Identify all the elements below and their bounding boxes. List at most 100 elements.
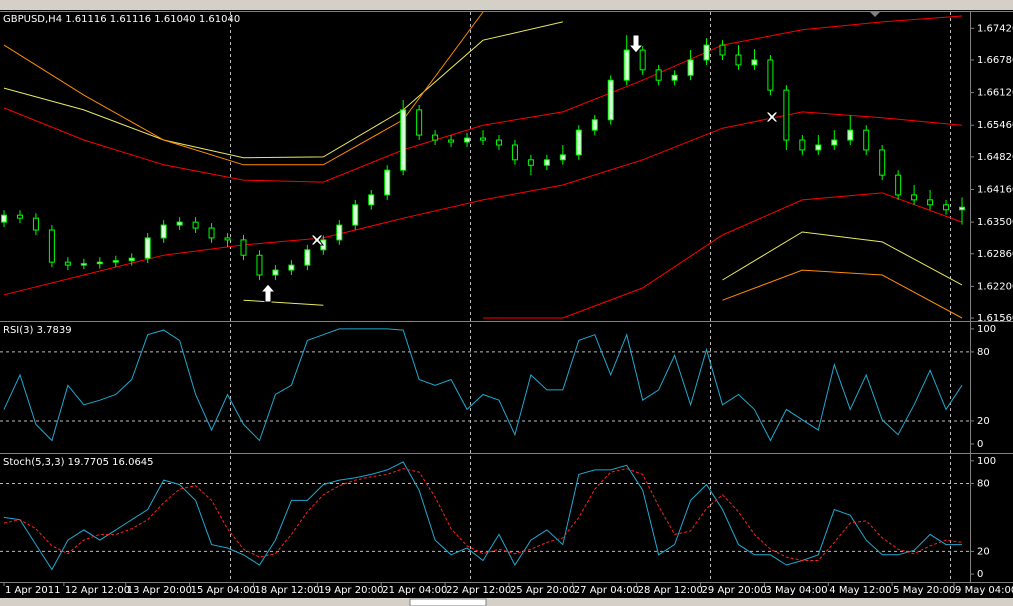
- band-line: [483, 192, 963, 319]
- candle-body: [160, 224, 167, 239]
- x-tick-label: 12 Apr 12:00: [65, 585, 130, 596]
- candle-body: [400, 109, 407, 171]
- active-tab[interactable]: [409, 598, 487, 606]
- band-line: [3, 15, 963, 183]
- candle-body: [240, 239, 247, 256]
- candle-body: [863, 129, 870, 151]
- indicator-title: Stoch(5,3,3) 19.7705 16.0645: [3, 457, 154, 468]
- candle-body: [464, 137, 471, 143]
- candle-body: [208, 227, 215, 239]
- x-tick-label: 25 Apr 20:00: [510, 585, 575, 596]
- signal-markers: [259, 34, 780, 303]
- candle-body: [575, 129, 582, 156]
- candle-body: [879, 149, 886, 176]
- candle-body: [288, 264, 295, 271]
- candle-body: [815, 144, 822, 151]
- candle-body: [368, 194, 375, 206]
- candle-body: [703, 44, 710, 61]
- x-tick-label: 18 Apr 12:00: [254, 585, 319, 596]
- indicator-title: RSI(3) 3.7839: [3, 325, 72, 336]
- candle-body: [480, 137, 487, 141]
- x-tick-label: 29 Apr 20:00: [702, 585, 767, 596]
- buy-arrow: [259, 283, 277, 303]
- x-tick-label: 3 May 04:00: [765, 585, 827, 596]
- x-tick-label: 4 May 12:00: [829, 585, 891, 596]
- candle-body: [687, 59, 694, 76]
- candle-body: [336, 224, 343, 241]
- x-tick-label: 1 Apr 2011: [5, 585, 60, 596]
- y-tick-label: 0: [977, 439, 983, 450]
- candle-body: [304, 249, 311, 266]
- y-tick-label: 100: [977, 324, 996, 335]
- candle-body: [192, 221, 199, 229]
- candle-body: [495, 139, 502, 146]
- candle-body: [511, 144, 518, 161]
- band-line: [3, 21, 563, 159]
- x-tick-label: 15 Apr 04:00: [191, 585, 256, 596]
- candle-body: [272, 269, 279, 276]
- y-tick-label: 1.64820: [977, 152, 1013, 163]
- period-separators: [230, 12, 951, 582]
- candle-body: [959, 206, 966, 211]
- candle-body: [831, 139, 838, 146]
- candle-body: [543, 159, 550, 166]
- y-tick-label: 80: [977, 478, 990, 489]
- candle-body: [591, 119, 598, 131]
- sell-arrow: [627, 34, 645, 54]
- candle-body: [655, 69, 662, 81]
- indicator-line: [3, 468, 963, 561]
- y-tick-label: 1.65460: [977, 120, 1013, 131]
- candle-body: [448, 139, 455, 143]
- x-tick-label: 13 Apr 20:00: [127, 585, 192, 596]
- candle-body: [735, 54, 742, 66]
- exit-cross: [764, 111, 780, 123]
- panel-frames: [0, 11, 1013, 583]
- candle-body: [783, 89, 790, 141]
- x-tick-label: 27 Apr 04:00: [574, 585, 639, 596]
- candle-body: [352, 204, 359, 226]
- candle-body: [943, 204, 950, 211]
- candle-body: [256, 254, 263, 276]
- x-tick-label: 28 Apr 12:00: [638, 585, 703, 596]
- x-tick-label: 19 Apr 20:00: [318, 585, 383, 596]
- candle-body: [64, 261, 71, 266]
- y-tick-label: 100: [977, 456, 996, 467]
- band-line: [722, 269, 963, 319]
- exit-cross: [309, 234, 325, 246]
- band-line: [243, 231, 963, 306]
- candle-body: [432, 134, 439, 141]
- candle-body: [48, 229, 55, 263]
- y-tick-label: 1.67420: [977, 23, 1013, 34]
- y-tick-label: 1.66120: [977, 88, 1013, 99]
- x-tick-label: 21 Apr 04:00: [382, 585, 447, 596]
- candle-body: [224, 237, 231, 241]
- candle-body: [176, 221, 183, 226]
- plot-area: 1.67420 1.66780 1.66120 1.65460 1.64820 1.641…: [0, 11, 1013, 596]
- candle-body: [607, 79, 614, 121]
- candle-body: [16, 214, 23, 219]
- candle-body: [927, 199, 934, 206]
- candle-body: [80, 263, 87, 266]
- candle-body: [847, 129, 854, 141]
- indicator-line: [3, 328, 963, 442]
- candle-body: [623, 49, 630, 81]
- candle-body: [751, 59, 758, 66]
- candle-body: [527, 159, 534, 166]
- candle-body: [767, 59, 774, 91]
- candle-body: [559, 154, 566, 161]
- candle-body: [416, 109, 423, 136]
- candle-body: [895, 174, 902, 196]
- candle-body: [799, 139, 806, 151]
- candle-body: [128, 257, 135, 262]
- candle-body: [96, 261, 103, 265]
- y-tick-label: 20: [977, 416, 990, 427]
- shift-marker: [870, 12, 880, 17]
- candle-body: [719, 44, 726, 56]
- y-tick-label: 1.63500: [977, 217, 1013, 228]
- y-tick-label: 1.66780: [977, 55, 1013, 66]
- candle-body: [671, 74, 678, 81]
- toolbar-strip: [0, 0, 1013, 10]
- candle-body: [0, 214, 7, 223]
